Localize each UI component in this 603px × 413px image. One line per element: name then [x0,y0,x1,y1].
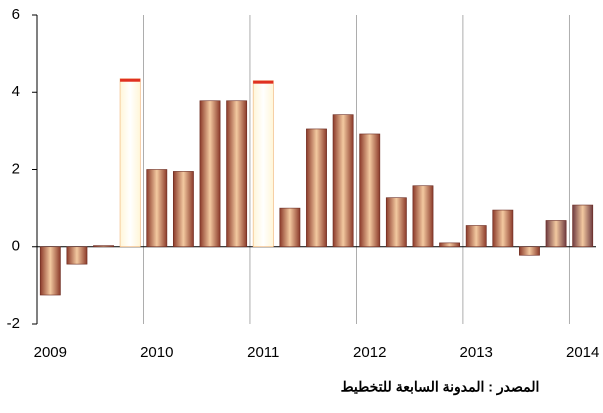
bar [66,246,88,265]
y-tick-label: 2 [12,160,20,177]
bar [572,204,594,248]
bar [279,207,301,248]
bar [439,242,461,248]
bar [146,169,168,248]
bar [199,100,221,248]
bar [93,245,114,248]
bar [385,197,407,248]
bar [39,246,61,296]
bar [492,209,514,248]
y-tick-label: 6 [12,6,20,23]
bar [226,100,248,248]
bar [359,133,381,248]
x-tick-label: 2010 [140,344,173,361]
y-tick-label: -2 [7,315,20,332]
bar [306,128,327,248]
bar [119,78,141,248]
x-tick-label: 2013 [460,344,493,361]
x-tick-label: 2014 [566,344,599,361]
bar [519,246,540,256]
bar [252,80,274,248]
x-tick-label: 2011 [247,344,279,361]
x-tick-label: 2009 [34,344,67,361]
source-note: المصدر : المدونة السابعة للتخطيط [341,379,540,396]
bar-top [120,78,141,82]
bar [465,225,487,248]
x-tick-label: 2012 [353,344,386,361]
y-tick-label: 0 [12,238,20,255]
bar [332,114,354,248]
bar [172,171,194,248]
bar [412,185,434,248]
bar-top [253,80,274,84]
y-tick-label: 4 [12,83,20,100]
bar [545,220,567,248]
